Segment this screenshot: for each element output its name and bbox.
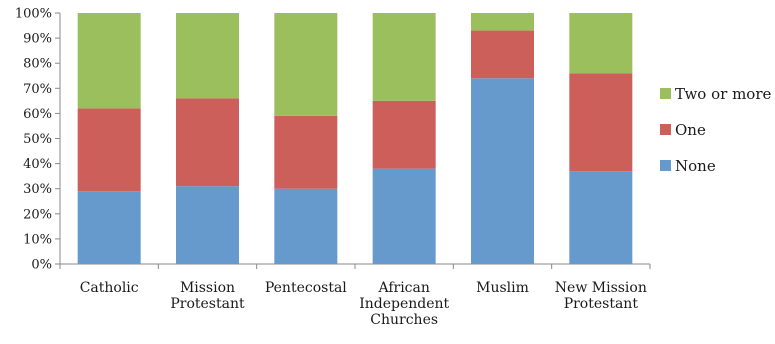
legend-swatch [660,88,671,99]
x-category-label: Pentecostal [265,280,347,296]
bar-segment [372,168,436,264]
bar-segment [274,188,338,264]
bar-segment [569,73,633,172]
bar-segment [77,108,141,192]
bar-segment [471,13,534,31]
y-tick-label: 10% [23,232,52,247]
x-category-label: Catholic [80,280,139,296]
bar-segment [274,13,338,116]
bar-segment [569,13,633,74]
legend-label: One [675,121,706,139]
y-tick-label: 30% [23,182,52,197]
x-category-label: African Independent Churches [359,280,449,328]
y-tick-label: 0% [31,258,52,273]
bar-segment [372,13,436,101]
bar-segment [471,30,534,79]
bar-segment [176,13,239,99]
x-category-label: Muslim [476,280,529,296]
y-tick-label: 20% [23,207,52,222]
legend-label: None [675,157,716,175]
y-tick-label: 70% [23,82,52,97]
legend-swatch [660,160,671,171]
x-category-label: Mission Protestant [170,280,245,312]
y-tick-label: 60% [23,107,52,122]
bar-segment [372,100,436,169]
bar-segment [569,171,633,264]
legend-swatch [660,124,671,135]
bar-segment [176,98,239,187]
x-category-label: New Mission Protestant [555,280,647,312]
bar-segment [77,191,141,264]
bar-segment [176,186,239,264]
bar-segment [471,78,534,264]
y-tick-label: 40% [23,157,52,172]
bar-segment [77,13,141,109]
y-tick-label: 80% [23,57,52,72]
y-tick-label: 50% [23,132,52,147]
y-tick-label: 90% [23,32,52,47]
legend-label: Two or more [675,85,772,103]
bar-segment [274,115,338,189]
y-tick-label: 100% [15,7,52,22]
